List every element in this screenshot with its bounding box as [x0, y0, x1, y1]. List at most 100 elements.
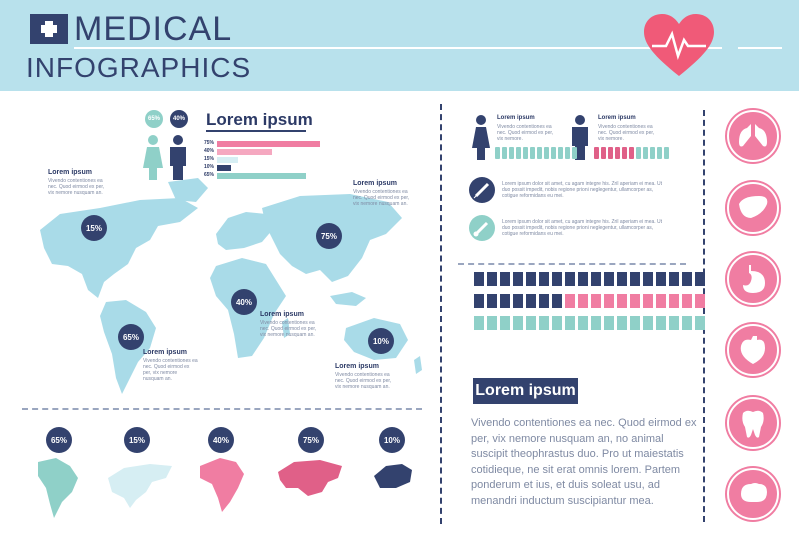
person-icon	[617, 272, 627, 286]
person-icon	[474, 316, 484, 330]
title-medical: MEDICAL	[74, 10, 233, 48]
tick	[594, 147, 599, 159]
people-row	[474, 272, 705, 286]
person-icon	[474, 272, 484, 286]
person-icon	[552, 272, 562, 286]
eurasia-shape	[278, 460, 342, 496]
person-icon	[578, 316, 588, 330]
info-text-thermometer: Lorem ipsum dolor sit amet, cu agam inte…	[502, 219, 663, 237]
map-note-title: Lorem ipsum	[48, 169, 92, 176]
australia-shape	[374, 464, 412, 488]
legend-bar	[217, 149, 272, 155]
tick	[650, 147, 655, 159]
person-icon	[513, 316, 523, 330]
female-stat-text: Vivendo contentiones ea nec. Quod eirmod…	[497, 124, 554, 142]
organ-circle-liver	[727, 182, 779, 234]
tick	[523, 147, 528, 159]
continent-badge-north-america: 15%	[124, 427, 150, 453]
liver-icon	[739, 196, 768, 218]
person-icon	[643, 272, 653, 286]
heart-icon	[644, 14, 714, 76]
map-note-title: Lorem ipsum	[335, 363, 379, 370]
organ-circle-stomach	[727, 253, 779, 305]
person-icon	[552, 294, 562, 308]
person-icon	[565, 316, 575, 330]
syringe-icon	[469, 177, 495, 203]
person-icon	[539, 316, 549, 330]
person-icon	[526, 272, 536, 286]
heart-organ-icon	[740, 336, 765, 364]
map-badge-australia: 10%	[368, 328, 394, 354]
organ-circle-brain	[727, 468, 779, 520]
person-icon	[669, 316, 679, 330]
tick	[495, 147, 500, 159]
tick	[601, 147, 606, 159]
person-icon	[578, 294, 588, 308]
tick	[629, 147, 634, 159]
organ-circle-heart	[727, 324, 779, 376]
continent-badge-eurasia: 75%	[298, 427, 324, 453]
person-icon	[682, 294, 692, 308]
person-icon	[539, 272, 549, 286]
lungs-icon	[739, 124, 767, 147]
person-icon	[604, 294, 614, 308]
south-america-shape	[38, 458, 78, 518]
summary-paragraph: Vivendo contentiones ea nec. Quod eirmod…	[471, 417, 697, 507]
male-figure-icon	[170, 135, 186, 180]
male-stat-title: Lorem ipsum	[598, 115, 636, 121]
person-icon	[656, 316, 666, 330]
continent-badge-south-america: 65%	[46, 427, 72, 453]
female-figure-icon	[472, 115, 490, 160]
legend-title-underline	[206, 130, 306, 132]
africa-shape	[200, 458, 244, 512]
male-stat-text: Vivendo contentiones ea nec. Quod eirmod…	[598, 124, 655, 142]
tick	[537, 147, 542, 159]
legend-bar	[217, 157, 238, 163]
person-icon	[474, 294, 484, 308]
map-note-title: Lorem ipsum	[143, 349, 187, 356]
person-icon	[656, 272, 666, 286]
tick	[664, 147, 669, 159]
legend-bar-label: 75%	[204, 140, 215, 146]
tick	[558, 147, 563, 159]
person-icon	[500, 272, 510, 286]
tick	[622, 147, 627, 159]
organ-circle-lungs	[727, 110, 779, 162]
divider-right-mid	[458, 263, 686, 265]
female-tick-bar	[495, 147, 577, 159]
person-icon	[591, 316, 601, 330]
tick	[615, 147, 620, 159]
person-icon	[617, 294, 627, 308]
medical-cross-icon	[30, 14, 68, 44]
person-icon	[617, 316, 627, 330]
tick	[657, 147, 662, 159]
person-icon	[526, 316, 536, 330]
tick	[608, 147, 613, 159]
person-icon	[591, 294, 601, 308]
person-icon	[682, 316, 692, 330]
legend-bar-label: 65%	[204, 172, 215, 178]
map-note-text: Vivendo contentiones ea nec. Quod eirmod…	[143, 358, 198, 382]
person-icon	[487, 272, 497, 286]
stomach-icon	[743, 265, 765, 293]
person-icon	[552, 316, 562, 330]
person-icon	[669, 294, 679, 308]
map-badge-africa: 40%	[231, 289, 257, 315]
map-badge-asia: 75%	[316, 223, 342, 249]
divider-map-bottom	[22, 408, 422, 410]
legend-bar-label: 10%	[204, 164, 215, 170]
person-icon	[656, 294, 666, 308]
tick	[565, 147, 570, 159]
person-icon	[669, 272, 679, 286]
map-note-text: Vivendo contentiones ea nec. Quod eirmod…	[353, 189, 410, 207]
legend-bar-label: 40%	[204, 148, 215, 154]
person-icon	[630, 294, 640, 308]
summary-title: Lorem ipsum	[473, 378, 578, 404]
female-figure-icon	[143, 135, 163, 180]
tick	[509, 147, 514, 159]
people-row	[474, 294, 705, 308]
person-icon	[643, 294, 653, 308]
header-banner: MEDICAL INFOGRAPHICS	[0, 0, 799, 91]
map-badge-south-america: 65%	[118, 324, 144, 350]
map-note-title: Lorem ipsum	[353, 180, 397, 187]
